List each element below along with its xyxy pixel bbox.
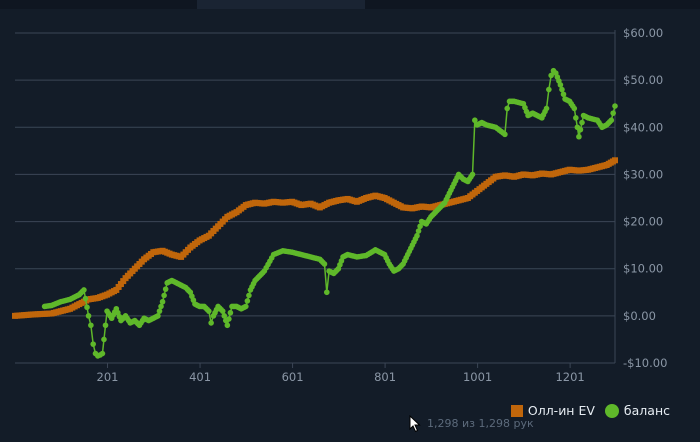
balance-point <box>155 313 161 319</box>
y-tick-label: $0.00 <box>623 309 656 323</box>
balance-point <box>472 117 478 124</box>
y-tick-label: $30.00 <box>623 167 663 181</box>
balance-point <box>101 336 107 343</box>
balance-point <box>88 322 94 329</box>
balance-point <box>417 223 423 230</box>
balance-point <box>226 316 232 322</box>
x-tick-label: 601 <box>282 370 304 384</box>
balance-point <box>321 261 328 267</box>
balance-point <box>469 171 476 178</box>
balance-point <box>84 304 90 311</box>
balance-point <box>548 72 554 79</box>
balance-point <box>156 308 163 314</box>
balance-point <box>227 309 234 316</box>
y-tick-label: $10.00 <box>623 262 663 276</box>
y-tick-label: -$10.00 <box>623 356 667 370</box>
balance-point <box>504 105 511 112</box>
balance-point <box>85 313 92 319</box>
balance-point <box>559 86 565 93</box>
balance-point <box>246 292 252 299</box>
balance-point <box>560 91 567 98</box>
top-tab-bar <box>0 0 700 9</box>
balance-point <box>557 82 564 88</box>
square-marker-icon <box>510 404 523 417</box>
tab-header[interactable] <box>197 0 365 9</box>
allin-ev-point <box>612 157 618 164</box>
balance-point <box>415 228 422 234</box>
x-tick-label: 201 <box>97 370 119 384</box>
legend-item-allin-ev[interactable]: Олл-ин EV <box>510 403 595 418</box>
balance-point <box>99 350 106 357</box>
balance-point <box>243 303 249 310</box>
circle-marker-icon <box>604 403 619 418</box>
balance-point <box>543 105 550 112</box>
balance-point <box>208 320 214 326</box>
balance-point <box>612 103 618 109</box>
balance-point <box>158 303 164 310</box>
balance-point <box>579 119 585 126</box>
balance-point <box>81 287 87 293</box>
balance-point <box>573 115 579 121</box>
legend-label-allin-ev: Олл-ин EV <box>527 403 595 418</box>
hand-count-status: 1,298 из 1,298 рук <box>427 417 534 430</box>
balance-point <box>323 289 330 296</box>
y-tick-label: $60.00 <box>623 26 663 40</box>
x-tick-label: 1001 <box>463 370 492 384</box>
balance-point <box>546 86 552 93</box>
balance-point <box>414 232 420 239</box>
y-tick-label: $50.00 <box>623 73 663 87</box>
y-tick-label: $40.00 <box>623 120 663 134</box>
mouse-pointer-icon <box>409 415 421 433</box>
balance-point <box>90 341 96 347</box>
balance-point <box>82 295 89 302</box>
balance-point <box>576 133 582 140</box>
balance-point <box>102 322 109 329</box>
balance-point <box>219 308 226 314</box>
balance-point <box>610 110 616 116</box>
legend-item-balance[interactable]: баланс <box>604 403 670 418</box>
balance-point <box>206 308 212 314</box>
balance-point <box>502 131 508 138</box>
balance-point <box>159 298 166 305</box>
balance-point <box>221 313 228 319</box>
balance-point <box>162 286 169 292</box>
balance-point <box>608 117 615 124</box>
balance-point <box>571 105 578 112</box>
balance-point <box>161 292 167 299</box>
x-tick-label: 401 <box>189 370 211 384</box>
balance-point <box>577 126 584 133</box>
balance-point <box>244 298 251 304</box>
chart-legend: Олл-ин EV баланс <box>510 403 670 418</box>
x-tick-label: 801 <box>374 370 396 384</box>
balance-point <box>224 322 231 329</box>
y-tick-label: $20.00 <box>623 215 663 229</box>
legend-label-balance: баланс <box>623 403 670 418</box>
x-tick-label: 1201 <box>555 370 584 384</box>
